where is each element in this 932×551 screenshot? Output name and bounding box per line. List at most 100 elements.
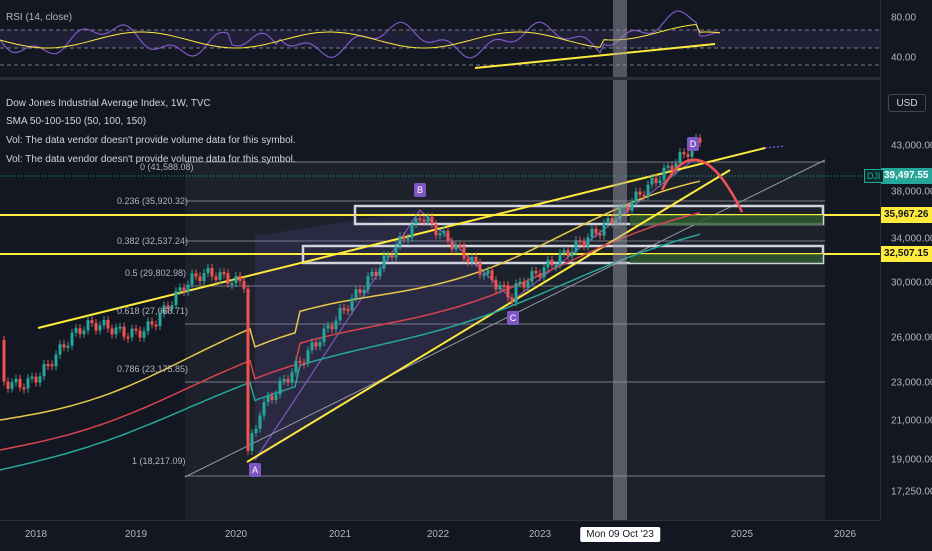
candle-body [482, 273, 486, 276]
candle-body [306, 350, 310, 363]
candle-body [418, 218, 422, 221]
wave-zone [255, 210, 513, 460]
candle-body [122, 326, 126, 337]
candle-body [442, 230, 446, 234]
rsi-tick-40: 40.00 [891, 52, 917, 64]
candle-body [226, 273, 230, 284]
candle-body [2, 340, 6, 382]
fib-label-0618: 0.618 (27,068.71) [117, 306, 189, 316]
currency-button[interactable]: USD [888, 94, 926, 112]
candle-body [274, 394, 278, 400]
candle-body [290, 372, 294, 383]
candle-body [350, 298, 354, 311]
time-tick-2026: 2026 [833, 529, 857, 540]
candle-body [346, 309, 350, 312]
price-tick-34000: 34,000.00 [891, 233, 932, 245]
candle-body [282, 378, 286, 381]
candle-body [330, 325, 334, 330]
candle-body [194, 273, 198, 277]
candle-body [682, 152, 686, 155]
time-axis[interactable]: 2018 2019 2020 2021 2022 2023 2025 2026 … [0, 520, 880, 551]
rsi-band [0, 30, 880, 48]
price-tick-26000: 26,000.00 [891, 332, 932, 344]
candle-body [686, 154, 690, 157]
rsi-legend[interactable]: RSI (14, close) [6, 12, 73, 23]
price-tick-21000: 21,000.00 [891, 415, 932, 427]
candle-body [30, 376, 34, 379]
candle-body [358, 289, 362, 293]
rsi-pane[interactable]: RSI (14, close) [0, 0, 880, 77]
pane-separator[interactable] [0, 77, 880, 80]
fib-label-05: 0.5 (29,802.98) [125, 268, 187, 278]
vol-legend-1[interactable]: Vol: The data vendor doesn't provide vol… [6, 135, 296, 146]
candle-body [582, 241, 586, 247]
vol-legend-2[interactable]: Vol: The data vendor doesn't provide vol… [6, 154, 296, 165]
candle-body [222, 272, 226, 275]
crosshair-band [613, 80, 627, 520]
candle-body [678, 152, 682, 164]
candle-body [286, 378, 290, 383]
candle-body [426, 216, 430, 222]
candle-body [674, 163, 678, 171]
candle-body [298, 360, 302, 363]
candle-body [262, 402, 266, 416]
candle-body [670, 165, 674, 171]
rsi-chart [0, 0, 880, 77]
candle-body [162, 305, 166, 314]
price-pane[interactable]: Dow Jones Industrial Average Index, 1W, … [0, 80, 880, 520]
candle-body [378, 268, 382, 276]
fib-label-1: 1 (18,217.09) [132, 456, 186, 466]
candle-body [566, 250, 570, 257]
candle-body [58, 344, 62, 355]
green-zone-upper [630, 215, 823, 225]
candle-body [174, 291, 178, 306]
time-tick-2018: 2018 [24, 529, 48, 540]
candle-body [210, 267, 214, 277]
candle-body [66, 345, 70, 348]
candle-body [258, 415, 262, 429]
candle-body [530, 270, 534, 282]
candle-body [518, 281, 522, 284]
candle-body [6, 381, 10, 389]
candle-body [114, 327, 118, 335]
candle-body [134, 328, 138, 331]
candle-body [402, 236, 406, 240]
symbol-legend[interactable]: Dow Jones Industrial Average Index, 1W, … [6, 98, 211, 109]
candle-body [598, 233, 602, 236]
hline-price-tag-lower: 32,507.15 [881, 246, 932, 262]
candle-body [294, 360, 298, 373]
candle-body [318, 342, 322, 347]
candle-body [246, 288, 250, 451]
time-tick-2021: 2021 [328, 529, 352, 540]
candle-body [278, 380, 282, 395]
rsi-trendline [474, 43, 716, 69]
candle-body [642, 194, 646, 197]
time-tick-2020: 2020 [224, 529, 248, 540]
time-tick-2019: 2019 [124, 529, 148, 540]
candle-body [126, 336, 130, 339]
candle-body [150, 321, 154, 325]
candle-body [502, 285, 506, 288]
rsi-tick-80: 80.00 [891, 12, 917, 24]
sma-legend[interactable]: SMA 50-100-150 (50, 100, 150) [6, 116, 147, 127]
candle-body [38, 376, 42, 383]
candle-body [562, 250, 566, 254]
wave-label-c: C [507, 311, 519, 325]
candle-body [410, 224, 414, 238]
rsi-ma-line [0, 23, 721, 49]
candle-body [374, 271, 378, 276]
candle-body [534, 270, 538, 274]
price-axis[interactable]: 80.00 40.00 43,000.00 38,000.00 34,000.0… [880, 0, 932, 520]
candle-body [314, 342, 318, 347]
candle-body [198, 276, 202, 282]
candle-body [354, 289, 358, 299]
candle-body [474, 256, 478, 263]
candle-body [634, 191, 638, 203]
candle-body [542, 267, 546, 278]
candle-body [510, 297, 514, 303]
candle-body [522, 281, 526, 288]
last-price-tag: 39,497.55 [881, 168, 932, 184]
candle-body [146, 321, 150, 332]
candle-body [594, 228, 598, 234]
candle-body [26, 378, 30, 389]
